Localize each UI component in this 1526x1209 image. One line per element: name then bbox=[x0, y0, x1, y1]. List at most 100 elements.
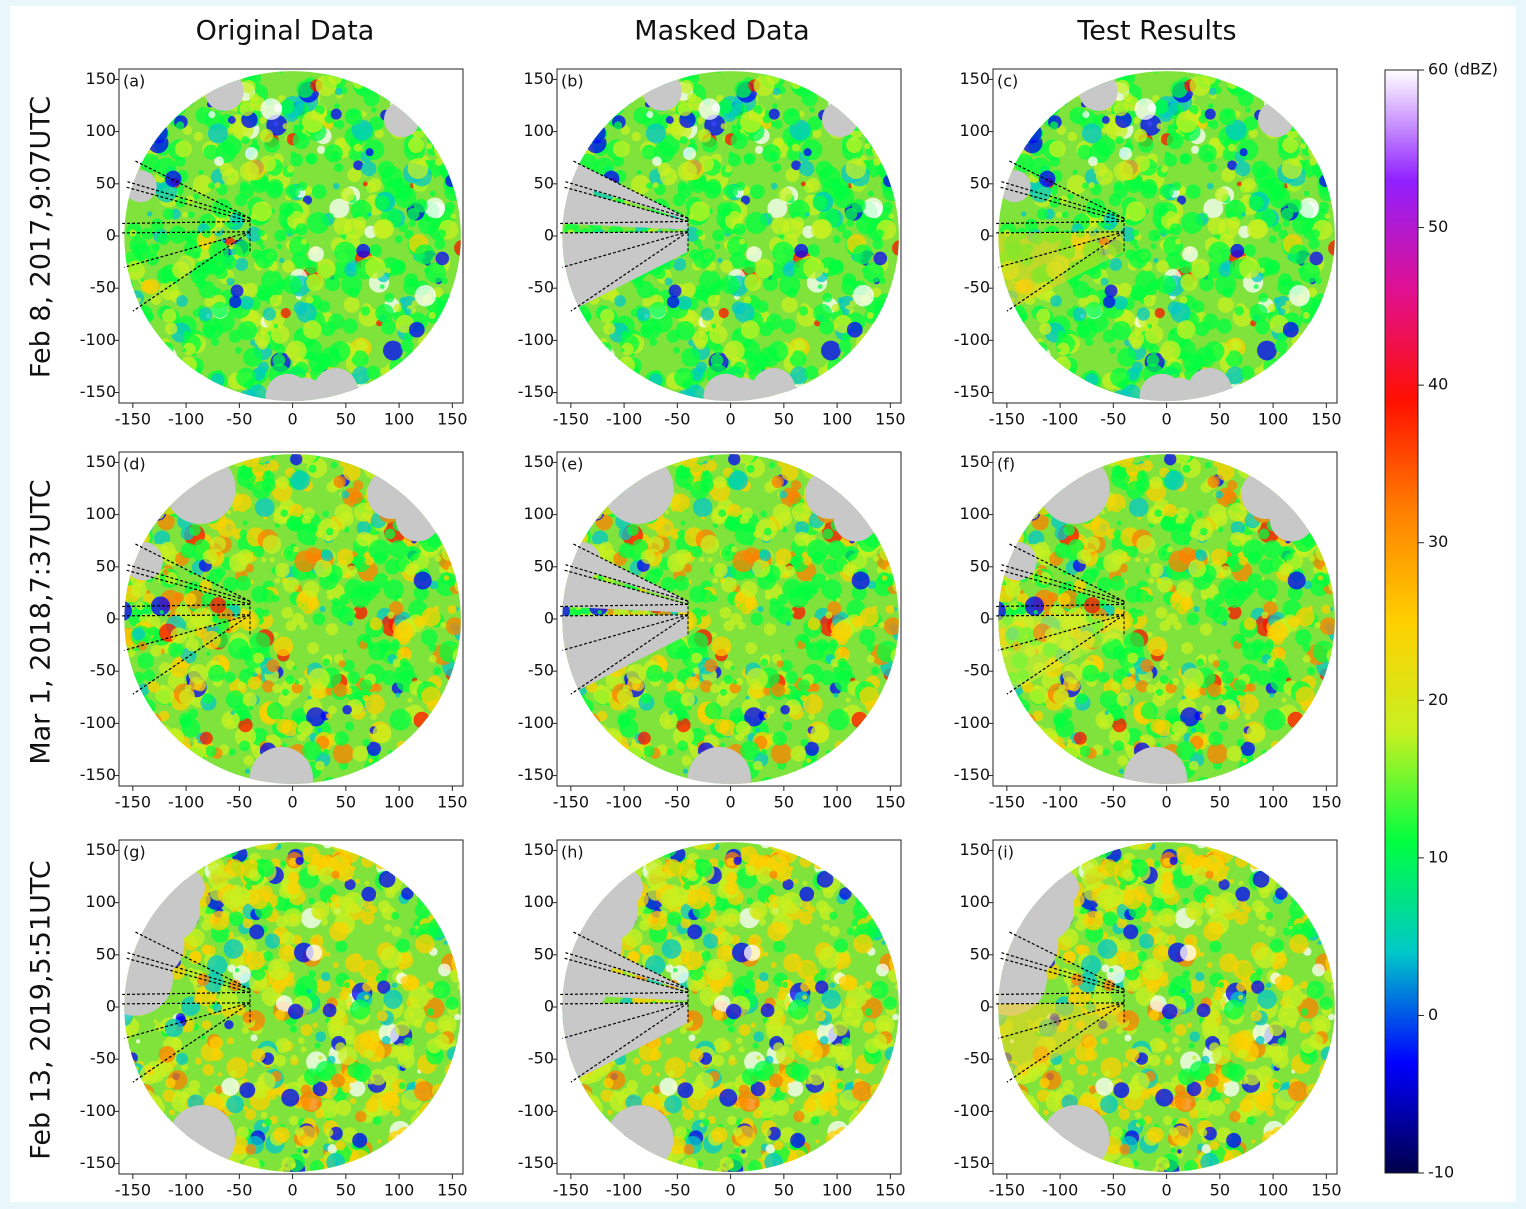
radar-texture bbox=[1258, 292, 1269, 303]
radar-texture bbox=[1234, 306, 1245, 316]
radar-texture bbox=[282, 260, 295, 273]
wedge-edge bbox=[560, 231, 689, 234]
radar-texture bbox=[349, 490, 363, 505]
radar-texture bbox=[379, 284, 385, 289]
radar-texture bbox=[1203, 341, 1225, 362]
radar-texture bbox=[730, 132, 748, 150]
radar-texture bbox=[1218, 721, 1229, 731]
radar-texture bbox=[1102, 748, 1110, 756]
radar-texture bbox=[1300, 143, 1307, 150]
radar-texture bbox=[374, 195, 390, 211]
radar-texture bbox=[1239, 148, 1248, 157]
radar-texture bbox=[266, 702, 284, 720]
radar-texture bbox=[724, 165, 733, 173]
radar-texture bbox=[235, 575, 252, 591]
wedge-edge bbox=[1008, 160, 1125, 219]
radar-texture bbox=[239, 740, 250, 752]
radar-texture bbox=[822, 292, 833, 303]
radar-texture bbox=[766, 213, 772, 219]
radar-texture bbox=[316, 145, 326, 154]
radar-texture bbox=[428, 643, 437, 652]
radar-texture bbox=[275, 476, 289, 490]
radar-texture bbox=[646, 664, 664, 682]
radar-texture bbox=[251, 586, 268, 603]
radar-texture bbox=[436, 229, 446, 239]
radar-texture bbox=[302, 320, 322, 340]
radar-texture bbox=[187, 708, 199, 720]
radar-texture bbox=[1056, 211, 1063, 218]
radar-texture bbox=[334, 503, 353, 522]
radar-texture bbox=[1110, 367, 1131, 388]
radar-texture bbox=[428, 655, 437, 664]
radar-texture bbox=[162, 308, 177, 323]
panel-label: (d) bbox=[123, 455, 146, 474]
radar-texture bbox=[243, 755, 255, 766]
radar-texture bbox=[425, 262, 446, 283]
no-echo bbox=[265, 373, 310, 401]
radar-texture bbox=[613, 121, 623, 130]
radar-texture bbox=[179, 688, 196, 705]
radar-texture bbox=[334, 87, 343, 96]
radar-texture bbox=[763, 527, 772, 536]
radar-texture bbox=[704, 702, 722, 720]
radar-texture bbox=[710, 683, 720, 694]
radar-texture bbox=[1176, 320, 1196, 340]
radar-texture bbox=[1208, 87, 1217, 96]
radar-texture bbox=[728, 470, 748, 491]
radar-texture bbox=[411, 300, 419, 308]
radar-texture bbox=[286, 516, 302, 531]
radar-texture bbox=[1273, 194, 1281, 201]
radar-texture bbox=[234, 257, 249, 271]
x-tick-label: -150 bbox=[115, 793, 151, 812]
radar-texture bbox=[1077, 144, 1093, 160]
radar-texture bbox=[792, 502, 811, 522]
radar-texture bbox=[378, 639, 391, 652]
radar-texture bbox=[813, 219, 833, 238]
radar-texture bbox=[769, 597, 778, 607]
radar-texture bbox=[694, 288, 707, 301]
radar-texture bbox=[685, 676, 699, 690]
radar-texture bbox=[849, 300, 857, 308]
radar-texture bbox=[434, 158, 443, 166]
radar-texture bbox=[643, 745, 655, 757]
radar-texture bbox=[786, 287, 798, 298]
radar-texture bbox=[252, 545, 265, 558]
radar-texture bbox=[1057, 330, 1066, 339]
radar-texture bbox=[771, 683, 786, 698]
x-tick-label: 50 bbox=[774, 793, 794, 812]
radar-texture bbox=[1230, 243, 1245, 258]
radar-texture bbox=[1156, 123, 1163, 130]
radar-texture bbox=[1207, 217, 1225, 235]
radar-texture bbox=[640, 692, 652, 704]
wedge-edge bbox=[1001, 181, 1125, 219]
radar-texture bbox=[714, 243, 721, 250]
y-tick-label: 50 bbox=[96, 556, 116, 575]
radar-texture bbox=[253, 652, 265, 664]
radar-texture bbox=[1148, 229, 1161, 242]
radar-texture bbox=[772, 241, 795, 264]
radar-texture bbox=[603, 322, 616, 335]
radar-texture bbox=[1287, 198, 1302, 213]
radar-texture bbox=[272, 683, 282, 694]
radar-texture bbox=[772, 503, 791, 522]
radar-texture bbox=[1117, 347, 1137, 367]
radar-texture bbox=[723, 674, 733, 685]
radar-texture bbox=[147, 627, 157, 636]
mask-wedge bbox=[562, 231, 688, 312]
radar-texture bbox=[352, 366, 370, 385]
radar-texture bbox=[241, 79, 256, 94]
radar-texture bbox=[641, 144, 657, 160]
radar-texture bbox=[274, 344, 286, 355]
radar-texture bbox=[756, 300, 769, 313]
radar-texture bbox=[295, 223, 308, 236]
radar-texture bbox=[631, 131, 642, 142]
radar-texture bbox=[1238, 257, 1261, 279]
radar-texture bbox=[740, 195, 751, 205]
radar-texture bbox=[859, 629, 876, 646]
radar-texture bbox=[447, 604, 457, 614]
wedge-edge bbox=[124, 231, 251, 268]
radar-texture bbox=[183, 592, 197, 606]
radar-texture bbox=[1278, 273, 1293, 287]
radar-texture bbox=[1072, 307, 1087, 322]
radar-texture bbox=[755, 727, 761, 733]
